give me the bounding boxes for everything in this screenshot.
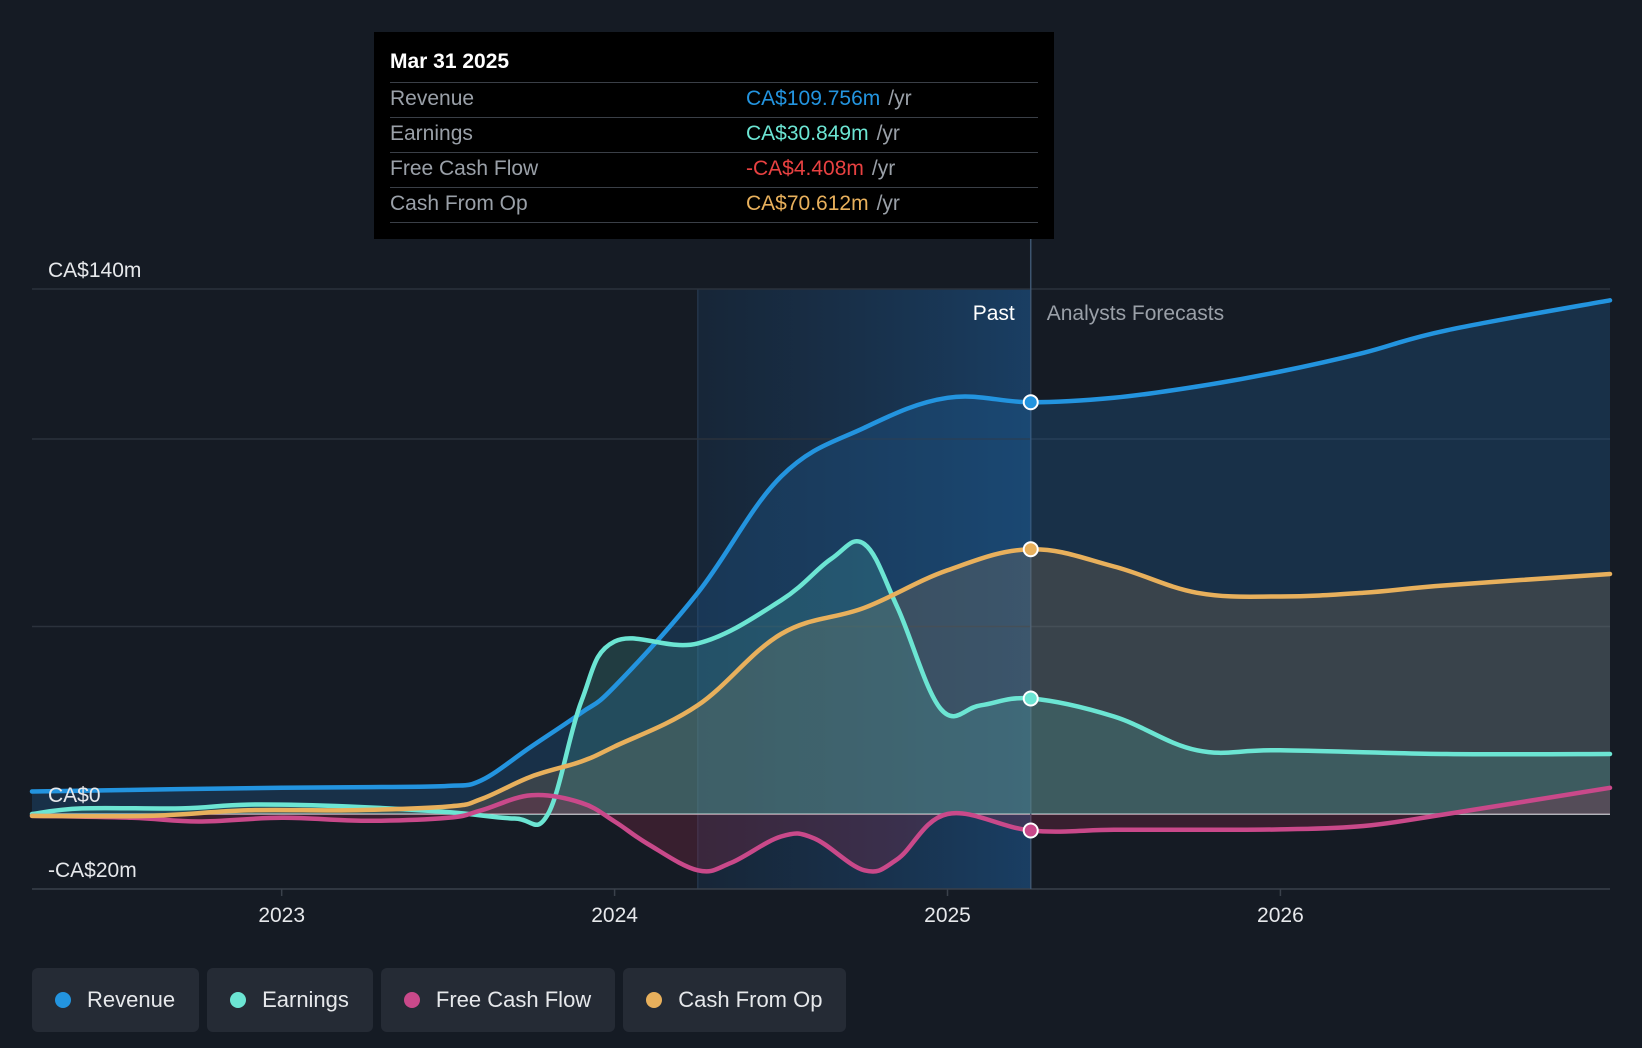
tooltip-row-earnings: Earnings CA$30.849m /yr (390, 117, 1038, 152)
tooltip-row-free-cash-flow: Free Cash Flow -CA$4.408m /yr (390, 152, 1038, 187)
free-cash-flow-dot-icon (403, 992, 420, 1008)
tooltip-panel: Mar 31 2025 Revenue CA$109.756m /yr Earn… (374, 32, 1054, 239)
tooltip-value: -CA$4.408m (746, 157, 864, 180)
cash-from-op-area (32, 549, 1610, 817)
tooltip-value: CA$30.849m (746, 122, 869, 145)
tooltip-label: Earnings (390, 122, 473, 145)
y-tick-label: CA$140m (48, 259, 141, 282)
free-cash-flow-area (32, 787, 1610, 872)
earnings-dot-icon (230, 992, 247, 1008)
tooltip-unit: /yr (888, 87, 912, 110)
free-cash-flow-line (29, 785, 1613, 874)
revenue-marker (1022, 394, 1039, 411)
tooltip-value: CA$70.612m (746, 192, 869, 215)
legend-item-revenue[interactable]: Revenue (32, 968, 200, 1032)
legend-label: Cash From Op (678, 987, 823, 1012)
chart-legend: Revenue Earnings Free Cash Flow Cash Fro… (32, 968, 854, 1032)
legend-item-free-cash-flow[interactable]: Free Cash Flow (380, 968, 616, 1032)
revenue-line (29, 298, 1613, 794)
legend-label: Revenue (87, 987, 176, 1012)
tooltip-label: Free Cash Flow (390, 157, 539, 180)
legend-label: Free Cash Flow (435, 987, 592, 1012)
revenue-dot-icon (55, 992, 71, 1008)
revenue-area (32, 300, 1610, 814)
forecast-label: Analysts Forecasts (1047, 302, 1224, 325)
x-tick-label: 2025 (924, 904, 971, 927)
legend-item-earnings[interactable]: Earnings (207, 968, 373, 1032)
tooltip-value: CA$109.756m (746, 87, 881, 110)
legend-item-cash-from-op[interactable]: Cash From Op (623, 968, 847, 1032)
x-tick-label: 2023 (258, 904, 305, 927)
earnings-line (29, 538, 1613, 828)
tooltip-unit: /yr (876, 122, 900, 145)
x-tick-label: 2026 (1257, 904, 1304, 927)
past-highlight-band (697, 289, 1031, 889)
free-cash-flow-marker (1022, 822, 1039, 839)
tooltip-row-revenue: Revenue CA$109.756m /yr (390, 82, 1038, 117)
tooltip-unit: /yr (871, 157, 896, 180)
cash-from-op-line (29, 547, 1613, 819)
legend-label: Earnings (262, 987, 349, 1012)
cash-from-op-marker (1022, 541, 1039, 558)
tooltip-unit: /yr (876, 192, 900, 215)
cash-from-op-dot-icon (646, 992, 663, 1008)
earnings-marker (1022, 690, 1039, 707)
tooltip-row-cash-from-op: Cash From Op CA$70.612m /yr (390, 187, 1038, 223)
y-tick-label: CA$0 (48, 784, 101, 807)
tooltip-date: Mar 31 2025 (390, 50, 510, 73)
tooltip-label: Revenue (390, 87, 475, 110)
y-tick-label: -CA$20m (48, 859, 137, 882)
tooltip-label: Cash From Op (390, 192, 528, 215)
past-label: Past (973, 302, 1015, 325)
x-tick-label: 2024 (591, 904, 638, 927)
